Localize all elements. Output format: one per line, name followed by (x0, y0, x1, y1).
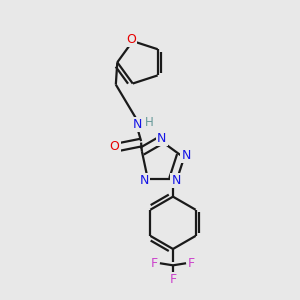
Text: F: F (151, 257, 158, 270)
Text: H: H (144, 116, 153, 129)
Text: N: N (157, 132, 167, 145)
Text: F: F (188, 257, 195, 270)
Text: N: N (140, 174, 149, 187)
Text: N: N (182, 149, 191, 162)
Text: N: N (171, 174, 181, 187)
Text: O: O (110, 140, 120, 153)
Text: N: N (133, 118, 142, 131)
Text: F: F (169, 273, 176, 286)
Text: O: O (126, 33, 136, 46)
